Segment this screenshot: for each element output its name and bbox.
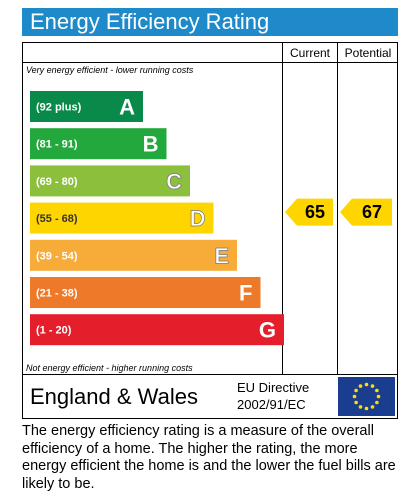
eu-star	[370, 405, 375, 409]
footer-divider	[22, 374, 398, 375]
current-rating-value: 65	[305, 202, 325, 222]
eu-star	[354, 400, 358, 405]
header-divider	[22, 62, 398, 63]
band-g	[30, 314, 284, 346]
band-range-b: (81 - 91)	[36, 139, 78, 151]
chart-frame	[22, 42, 398, 419]
band-letter-g: G	[259, 318, 276, 343]
column-divider-potential	[337, 42, 338, 374]
eu-star	[375, 400, 379, 405]
band-range-e: (39 - 54)	[36, 250, 78, 262]
band-range-g: (1 - 20)	[36, 325, 72, 337]
band-letter-e: E	[214, 243, 229, 268]
eu-star	[364, 406, 369, 411]
note-inefficient: Not energy efficient - higher running co…	[26, 363, 193, 373]
band-letter-a: A	[119, 95, 135, 120]
band-a	[30, 91, 143, 122]
band-letter-c: C	[166, 169, 182, 194]
column-header-potential: Potential	[344, 46, 392, 60]
eu-star	[354, 388, 358, 393]
title-banner: Energy Efficiency Rating	[22, 8, 398, 36]
description-text: The energy efficiency rating is a measur…	[22, 423, 396, 492]
eu-star	[364, 382, 369, 387]
current-rating-arrow	[285, 198, 333, 226]
eu-star	[376, 394, 381, 399]
band-b	[30, 128, 167, 160]
band-e	[30, 239, 237, 271]
note-efficient: Very energy efficient - lower running co…	[26, 65, 194, 75]
band-d	[30, 202, 214, 234]
chart-title: Energy Efficiency Rating	[30, 9, 270, 34]
eu-star	[358, 405, 363, 409]
region-name: England & Wales	[30, 384, 198, 409]
band-range-c: (69 - 80)	[36, 176, 78, 188]
band-range-f: (21 - 38)	[36, 288, 78, 300]
potential-rating-arrow	[340, 198, 392, 226]
band-letter-f: F	[239, 281, 252, 306]
eu-star	[375, 388, 379, 393]
band-range-a: (92 plus)	[36, 102, 82, 114]
eu-flag-icon	[338, 377, 395, 416]
band-letter-b: B	[143, 132, 159, 157]
band-letter-d: D	[190, 206, 206, 231]
potential-rating-value: 67	[362, 202, 382, 222]
band-range-d: (55 - 68)	[36, 213, 78, 225]
eu-star	[352, 394, 357, 399]
eu-star	[358, 384, 363, 388]
eu-star	[370, 384, 375, 388]
directive-label: EU Directive	[237, 380, 310, 395]
column-header-current: Current	[289, 46, 330, 60]
band-c	[30, 165, 190, 197]
directive-number: 2002/91/EC	[237, 397, 306, 412]
band-f	[30, 277, 261, 308]
column-divider-current	[282, 42, 283, 374]
